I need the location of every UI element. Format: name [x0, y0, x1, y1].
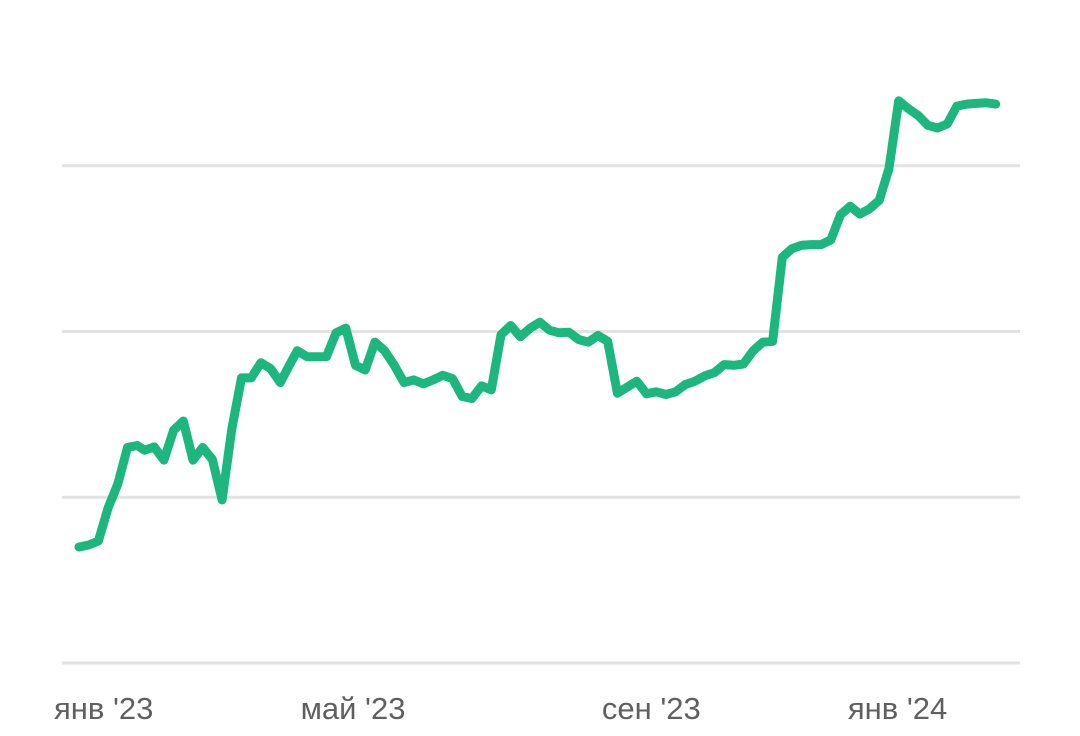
x-axis-ticks: янв '23 май '23 сен '23 янв '24 — [54, 691, 947, 726]
x-tick-label-1: май '23 — [301, 691, 406, 726]
x-tick-label-2: сен '23 — [602, 691, 701, 726]
x-tick-label-3: янв '24 — [848, 691, 947, 726]
gridlines — [62, 164, 1020, 665]
series-line-0 — [74, 96, 1001, 552]
x-tick-label-0: янв '23 — [54, 691, 153, 726]
plot-area — [74, 96, 1001, 552]
